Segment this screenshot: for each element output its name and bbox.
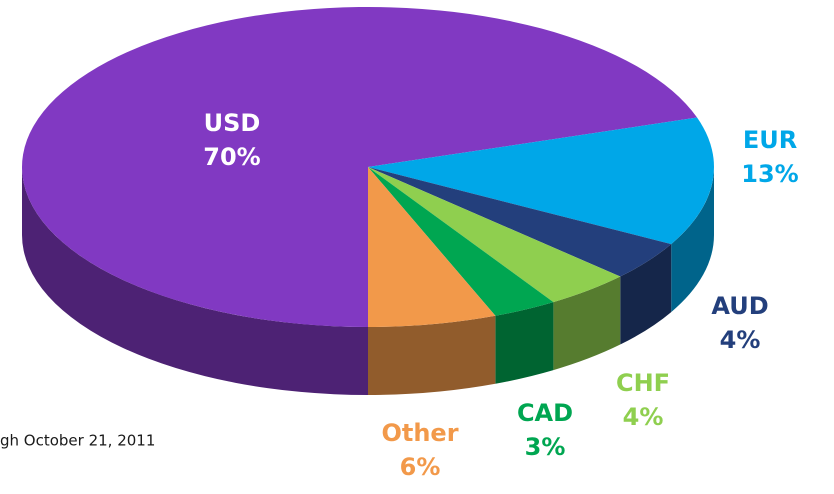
slice-side: [620, 244, 672, 345]
slice-value-label: 13%: [741, 160, 798, 188]
slice: [22, 7, 698, 328]
slice: [368, 167, 554, 316]
slice-label: EUR: [743, 126, 797, 154]
footnote: gh October 21, 2011: [0, 432, 155, 450]
slice-value-label: 70%: [203, 143, 260, 171]
slice: [368, 167, 672, 277]
slice-value-label: 3%: [525, 433, 566, 461]
slice-side: [368, 315, 496, 395]
slice: [368, 167, 496, 327]
slice-side: [495, 302, 554, 384]
slice-side: [553, 276, 621, 371]
slice-label: CAD: [517, 399, 573, 427]
slice: [368, 167, 621, 303]
slice-side: [22, 167, 368, 395]
slice: [368, 117, 715, 245]
slice-label: AUD: [711, 292, 768, 320]
slice-value-label: 4%: [623, 403, 664, 431]
slice-value-label: 6%: [400, 453, 441, 481]
slice-label: USD: [204, 109, 261, 137]
slice-label: Other: [381, 419, 458, 447]
slice-label: CHF: [616, 369, 670, 397]
slice-value-label: 4%: [720, 326, 761, 354]
slice-side: [671, 167, 714, 313]
